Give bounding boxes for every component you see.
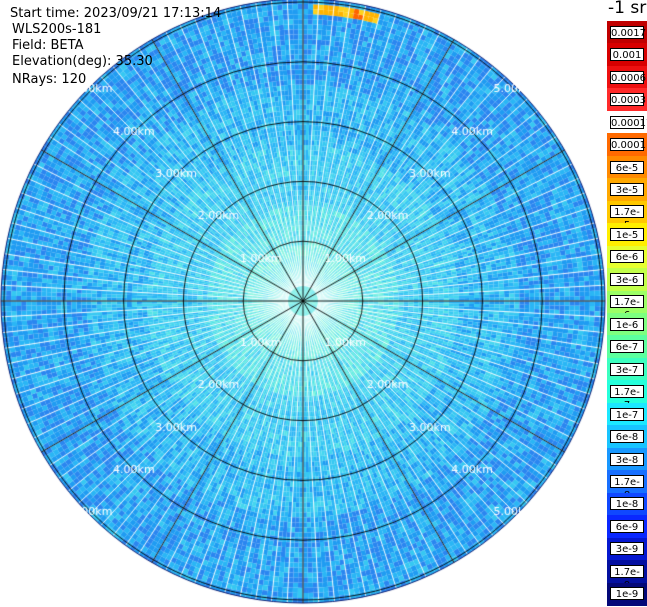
colorbar-tick-label: 1e-5 [610, 227, 644, 241]
colorbar-unit: -1 sr [608, 0, 647, 18]
colorbar-tick-label: 1e-6 [610, 317, 644, 331]
colorbar-tick-label: 1.7e-5 [610, 205, 644, 231]
start-time-label: Start time: 2023/09/21 17:13:14 [10, 6, 222, 21]
colorbar-tick-label: 3e-5 [610, 182, 644, 196]
colorbar-tick-label: 0.0017 [610, 25, 646, 39]
nrays-label: NRays: 120 [12, 72, 87, 87]
elevation-label: Elevation(deg): 35.30 [12, 54, 153, 69]
colorbar-tick-label: 6e-5 [610, 160, 644, 174]
colorbar-tick-label: 6e-8 [610, 430, 644, 444]
colorbar-tick-label: 3e-7 [610, 362, 644, 376]
colorbar-tick-label: 1.7e-9 [610, 564, 644, 591]
colorbar-tick-label: 3e-9 [610, 542, 644, 556]
colorbar-tick-label: 3e-8 [610, 452, 644, 466]
colorbar-tick-label: 6e-9 [610, 519, 644, 533]
colorbar-tick-label: 1.7e-8 [610, 474, 644, 501]
colorbar-tick-label: 3e-6 [610, 272, 644, 286]
colorbar: 0.0017 0.001 0.0006 0.0003 0.00017 0.0001 6e-5… [607, 21, 647, 606]
colorbar-tick-label: 6e-7 [610, 340, 644, 354]
colorbar-tick-label: 6e-6 [610, 250, 644, 264]
colorbar-tick-label: 0.0001 [610, 138, 646, 152]
colorbar-tick-label: 0.0006 [610, 70, 646, 84]
colorbar-tick-label: 0.00017 [610, 115, 647, 129]
colorbar-tick-label: 0.001 [610, 48, 644, 62]
instrument-label: WLS200s-181 [12, 22, 102, 37]
colorbar-tick-label: 1e-9 [610, 587, 644, 601]
colorbar-tick-label: 0.0003 [610, 93, 646, 107]
colorbar-tick-label: 1.7e-6 [610, 295, 644, 321]
colorbar-tick-label: 1e-7 [610, 407, 644, 421]
colorbar-tick-label: 1e-8 [610, 497, 644, 511]
field-label: Field: BETA [12, 38, 84, 53]
colorbar-tick-label: 1.7e-7 [610, 385, 644, 411]
